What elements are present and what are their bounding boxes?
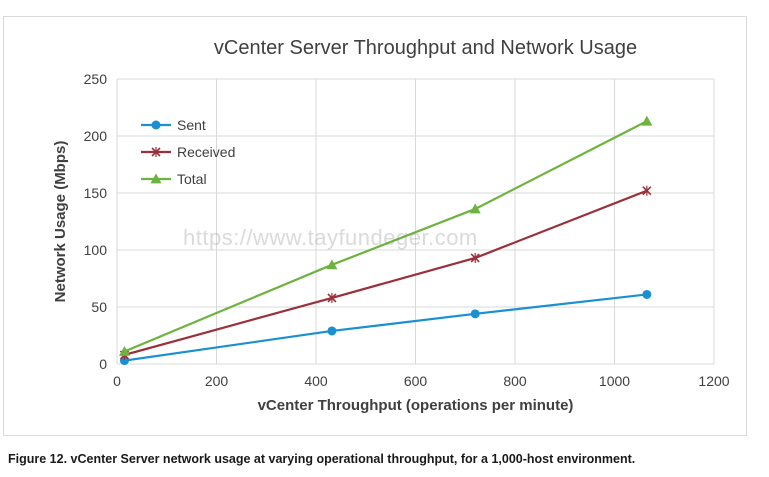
data-point-received (327, 292, 337, 303)
legend-label-total: Total (177, 171, 207, 187)
y-tick-label: 50 (91, 299, 107, 315)
data-point-total (641, 115, 653, 126)
x-tick-label: 800 (503, 373, 527, 389)
series-line-total (124, 120, 648, 353)
chart-frame: vCenter Server Throughput and Network Us… (3, 16, 747, 436)
x-tick-label: 1200 (698, 373, 729, 389)
data-point-sent (642, 289, 652, 299)
data-point-received (470, 252, 480, 263)
data-point-total (326, 259, 338, 270)
data-point-sent (470, 309, 480, 319)
legend-marker-sent (151, 120, 161, 130)
data-point-total (118, 345, 130, 356)
series-line-sent (124, 293, 647, 362)
x-tick-label: 400 (304, 373, 328, 389)
legend-label-received: Received (177, 144, 235, 160)
x-tick-label: 0 (113, 373, 121, 389)
x-tick-label: 600 (404, 373, 428, 389)
legend-marker-total (150, 173, 162, 184)
y-tick-label: 150 (84, 185, 108, 201)
legend-label-sent: Sent (177, 117, 206, 133)
data-point-received (642, 185, 652, 196)
x-axis-label: vCenter Throughput (operations per minut… (258, 397, 574, 414)
legend-marker-received (151, 147, 161, 157)
chart-title: vCenter Server Throughput and Network Us… (214, 37, 637, 59)
line-chart: vCenter Server Throughput and Network Us… (52, 37, 730, 414)
series-line-received (124, 189, 648, 356)
data-point-sent (119, 356, 129, 366)
y-axis-label: Network Usage (Mbps) (52, 141, 69, 303)
x-tick-label: 1000 (599, 373, 630, 389)
y-tick-label: 100 (84, 242, 108, 258)
y-tick-label: 200 (84, 128, 108, 144)
y-tick-label: 0 (99, 356, 107, 372)
x-tick-label: 200 (205, 373, 229, 389)
figure-caption: Figure 12. vCenter Server network usage … (8, 452, 636, 466)
y-tick-label: 250 (84, 71, 108, 87)
data-point-total (469, 203, 481, 214)
data-point-sent (327, 326, 337, 336)
